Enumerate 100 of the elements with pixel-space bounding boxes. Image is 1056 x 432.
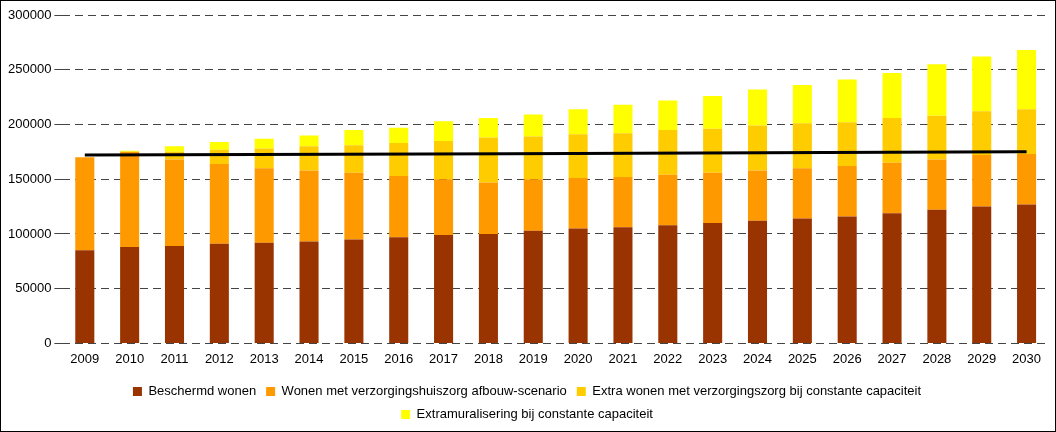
bar [972, 155, 992, 207]
bar [703, 222, 723, 343]
y-tick-label: 150000 [7, 170, 52, 186]
legend-label: Wonen met verzorgingshuiszorg afbouw-scenario [281, 383, 567, 399]
x-tick-label: 2018 [473, 350, 503, 366]
bar [478, 182, 498, 234]
x-tick-label: 2009 [70, 350, 100, 366]
x-tick-label: 2022 [653, 350, 683, 366]
bar [344, 172, 364, 240]
bar [568, 178, 588, 229]
x-tick-label: 2013 [249, 350, 279, 366]
bar [1017, 109, 1037, 155]
bar [1017, 50, 1037, 110]
x-tick-label: 2029 [967, 350, 997, 366]
bar [747, 89, 768, 126]
y-tick-label: 0 [44, 334, 52, 350]
bar [344, 129, 364, 146]
bar [972, 56, 992, 112]
bar [75, 157, 95, 251]
bar [613, 177, 633, 228]
bar [434, 179, 454, 236]
bar [254, 242, 274, 343]
x-tick-label: 2030 [1012, 350, 1042, 366]
x-tick-label: 2023 [698, 350, 728, 366]
bar [254, 138, 274, 149]
bar [523, 179, 543, 231]
x-tick-label: 2012 [204, 350, 234, 366]
bar [747, 125, 768, 171]
bar [568, 109, 588, 135]
bar [658, 129, 678, 175]
bar [164, 146, 185, 152]
bar [75, 250, 95, 343]
y-tick-label: 100000 [7, 225, 52, 241]
x-tick-label: 2028 [922, 350, 952, 366]
bar [389, 237, 409, 343]
bar [792, 218, 812, 343]
bar [523, 114, 543, 137]
bar [478, 117, 498, 138]
x-tick-label: 2020 [563, 350, 593, 366]
bar [972, 206, 992, 343]
x-tick-label: 2017 [429, 350, 459, 366]
bar [389, 143, 409, 176]
bar [927, 159, 947, 210]
bar [209, 141, 229, 150]
bar [613, 133, 633, 178]
bar [568, 228, 588, 343]
bar [792, 85, 812, 124]
bar [703, 96, 723, 129]
bar [882, 73, 902, 118]
bar [389, 127, 409, 144]
bar [658, 100, 678, 130]
x-tick-label: 2014 [294, 350, 324, 366]
x-tick-label: 2010 [115, 350, 145, 366]
bar [164, 159, 185, 246]
legend-label: Extra wonen met verzorgingszorg bij constante capaciteit [592, 383, 922, 399]
bar [254, 168, 274, 243]
bar [613, 227, 633, 343]
bar [882, 213, 902, 343]
bar [837, 166, 857, 217]
bar [1017, 204, 1037, 343]
y-tick-label: 250000 [7, 61, 52, 77]
bar [299, 241, 319, 343]
bar [1017, 154, 1037, 205]
y-tick-label: 50000 [15, 280, 52, 296]
x-tick-label: 2024 [743, 350, 772, 366]
x-tick-label: 2016 [384, 350, 414, 366]
bar [299, 170, 319, 242]
bar [613, 104, 633, 134]
bar [792, 123, 812, 169]
bar [209, 163, 229, 244]
bar [434, 140, 454, 180]
bar [792, 168, 812, 219]
bar [523, 136, 543, 180]
bar [389, 175, 409, 238]
bar [747, 220, 768, 343]
bar [837, 216, 857, 343]
bar [658, 174, 678, 226]
x-tick-label: 2026 [832, 350, 862, 366]
x-tick-label: 2015 [339, 350, 369, 366]
x-tick-label: 2027 [877, 350, 907, 366]
bar [882, 162, 902, 214]
bar [120, 247, 140, 343]
bar [658, 225, 678, 343]
bar [434, 235, 454, 343]
bar [120, 151, 140, 248]
bar [523, 230, 543, 343]
bar [299, 135, 319, 147]
bar [434, 121, 454, 141]
bar [568, 134, 588, 179]
bar [927, 115, 947, 160]
y-tick-label: 200000 [7, 116, 52, 132]
bar [164, 245, 185, 343]
x-tick-label: 2011 [160, 350, 189, 366]
legend-label: Beschermd wonen [148, 383, 257, 399]
bar [344, 239, 364, 343]
bar [837, 79, 857, 123]
bar [837, 122, 857, 167]
x-tick-label: 2025 [787, 350, 817, 366]
bar [927, 64, 947, 116]
bar [703, 172, 723, 223]
